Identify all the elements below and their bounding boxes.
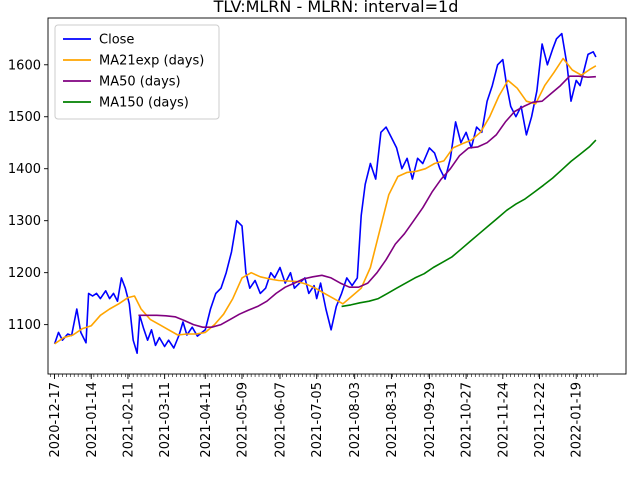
y-tick-label: 1500 [8, 110, 41, 125]
x-tick-label: 2021-07-05 [310, 382, 325, 458]
legend-entry-label: Close [99, 33, 134, 48]
legend-entry-label: MA21exp (days) [99, 54, 204, 69]
x-tick-label: 2021-03-11 [158, 382, 173, 458]
x-tick-label: 2021-09-29 [423, 382, 438, 458]
x-tick-label: 2021-08-03 [348, 382, 363, 458]
x-tick-label: 2021-02-11 [121, 382, 136, 458]
y-tick-label: 1600 [8, 58, 41, 73]
x-tick-label: 2021-08-31 [385, 382, 400, 458]
x-tick-label: 2021-04-11 [199, 382, 214, 458]
y-tick-label: 1300 [8, 214, 41, 229]
y-tick-label: 1100 [8, 318, 41, 333]
plot-frame [47, 17, 627, 375]
y-tick-label: 1200 [8, 266, 41, 281]
x-tick-label: 2021-11-24 [496, 382, 511, 458]
chart-title: TLV:MLRN - MLRN: interval=1d [213, 0, 459, 16]
series-line-close [53, 32, 597, 354]
legend-entry-label: MA150 (days) [99, 96, 189, 111]
x-tick-label: 2022-01-19 [570, 382, 585, 458]
y-tick-label: 1400 [8, 162, 41, 177]
legend-box [54, 24, 220, 120]
legend-entry-label: MA50 (days) [99, 75, 181, 90]
x-tick-label: 2021-12-22 [533, 382, 548, 458]
x-tick-label: 2021-06-07 [273, 382, 288, 458]
x-tick-label: 2021-10-27 [460, 382, 475, 458]
x-tick-label: 2021-01-14 [85, 382, 100, 458]
x-tick-label: 2021-05-09 [235, 382, 250, 458]
series-line-ma21exp [54, 57, 597, 345]
x-tick-label: 2020-12-17 [48, 382, 63, 458]
series-line-ma150 [341, 139, 597, 308]
series-line-ma50 [138, 75, 596, 328]
